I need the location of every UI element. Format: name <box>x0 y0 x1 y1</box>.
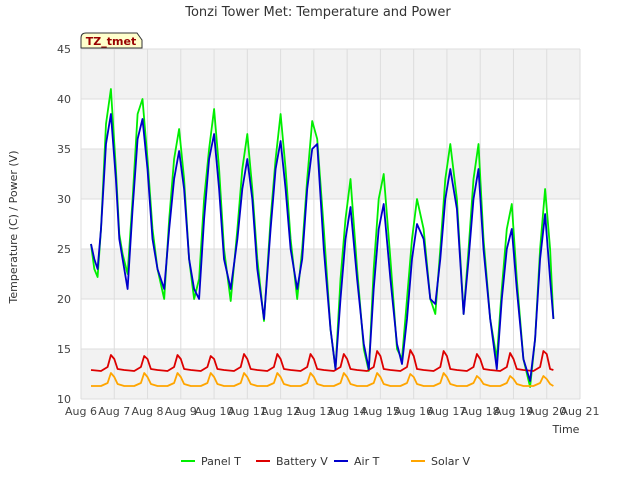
y-tick-label: 20 <box>57 293 71 306</box>
y-tick-label: 10 <box>57 393 71 406</box>
plot-band <box>81 349 580 399</box>
plot-background <box>81 49 580 399</box>
series-lines <box>90 88 555 388</box>
y-axis-ticks: 10 15 20 25 30 35 40 45 <box>57 43 71 406</box>
y-tick-label: 45 <box>57 43 71 56</box>
legend-label: Panel T <box>201 455 241 468</box>
x-tick-label: Aug 19 <box>494 405 533 418</box>
y-tick-label: 25 <box>57 243 71 256</box>
legend-label: Battery V <box>276 455 328 468</box>
chart-title: Tonzi Tower Met: Temperature and Power <box>184 5 451 20</box>
x-tick-label: Aug 6 <box>65 405 97 418</box>
site-tag-label: TZ_tmet <box>86 35 136 48</box>
x-tick-label: Aug 7 <box>98 405 130 418</box>
x-tick-label: Aug 18 <box>461 405 500 418</box>
y-tick-label: 15 <box>57 343 71 356</box>
x-axis-label: Time <box>552 423 580 436</box>
x-tick-label: Aug 9 <box>165 405 197 418</box>
x-tick-label: Aug 21 <box>561 405 600 418</box>
series-line-air-t <box>90 113 555 382</box>
x-tick-label: Aug 12 <box>261 405 300 418</box>
x-tick-label: Aug 13 <box>294 405 333 418</box>
y-tick-label: 40 <box>57 93 71 106</box>
x-tick-label: Aug 15 <box>361 405 400 418</box>
y-axis-label: Temperature (C) / Power (V) <box>7 150 20 304</box>
y-tick-label: 35 <box>57 143 71 156</box>
legend-label: Air T <box>354 455 380 468</box>
site-tag-badge: TZ_tmet <box>80 32 143 49</box>
series-line-battery-v <box>90 349 554 372</box>
x-tick-label: Aug 10 <box>195 405 234 418</box>
x-tick-label: Aug 8 <box>132 405 164 418</box>
x-tick-label: Aug 11 <box>228 405 267 418</box>
plot-band <box>81 149 580 199</box>
legend: Panel T Battery V Air T Solar V <box>181 455 471 468</box>
legend-label: Solar V <box>431 455 471 468</box>
x-tick-label: Aug 17 <box>427 405 466 418</box>
x-tick-label: Aug 16 <box>394 405 433 418</box>
plot-band <box>81 49 580 99</box>
x-tick-label: Aug 20 <box>527 405 566 418</box>
x-tick-label: Aug 14 <box>328 405 367 418</box>
series-line-solar-v <box>91 372 554 387</box>
plot-area <box>81 49 580 399</box>
y-tick-label: 30 <box>57 193 71 206</box>
site-tag-box <box>80 32 143 49</box>
